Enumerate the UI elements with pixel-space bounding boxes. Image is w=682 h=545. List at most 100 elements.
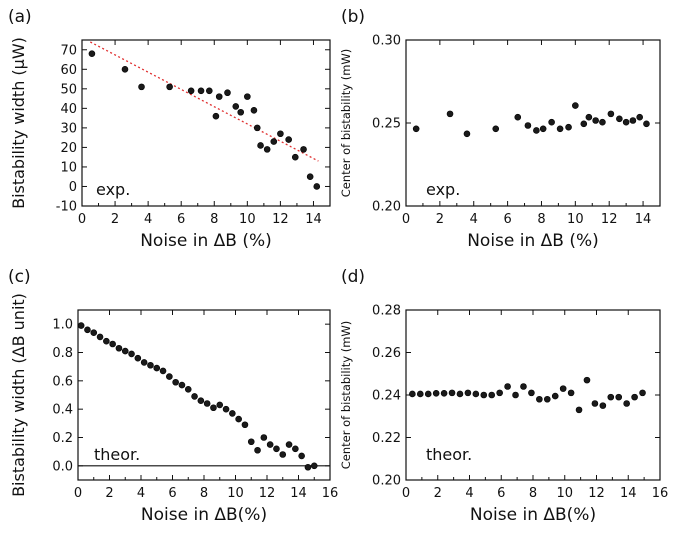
data-point — [247, 438, 255, 446]
y-tick-label: 0.6 — [52, 374, 73, 389]
data-point — [524, 122, 532, 129]
data-point — [548, 118, 555, 126]
data-point — [520, 383, 527, 390]
data-point — [488, 391, 496, 399]
data-point — [292, 445, 299, 453]
data-point — [631, 393, 638, 401]
x-tick-label: 12 — [259, 486, 276, 501]
data-point — [285, 136, 292, 143]
y-tick-label: 0.0 — [52, 459, 73, 474]
x-tick-label: 12 — [601, 212, 618, 227]
data-point — [533, 127, 540, 134]
data-point — [115, 344, 123, 352]
x-tick-label: 14 — [305, 212, 322, 227]
data-point — [203, 400, 211, 407]
data-point — [147, 361, 154, 369]
data-point — [90, 329, 98, 336]
x-tick-label: 6 — [177, 212, 185, 227]
x-tick-label: 10 — [567, 212, 584, 227]
data-point — [77, 322, 85, 329]
data-point — [121, 65, 129, 73]
data-point — [300, 146, 307, 153]
data-point — [191, 393, 198, 400]
x-tick-label: 0 — [402, 212, 410, 227]
y-tick-label: 40 — [60, 102, 77, 117]
y-tick-label: 0 — [69, 180, 77, 195]
panel-3: (d) 0 2 4 6 8 10 12 14 16 0.20 0.22 0.24 0.26 0.28 Nois… — [339, 267, 668, 525]
data-point — [96, 333, 104, 341]
data-point — [313, 183, 321, 190]
x-tick-label: 0 — [402, 486, 410, 501]
x-tick-label: 8 — [529, 486, 537, 501]
y-tick-label: 0.20 — [372, 200, 401, 215]
data-point — [222, 405, 230, 413]
data-point — [260, 434, 268, 441]
y-tick-label: 0.30 — [372, 34, 401, 49]
data-point — [583, 376, 591, 384]
x-tick-label: 2 — [434, 486, 442, 501]
data-point — [140, 359, 148, 366]
x-tick-label: 10 — [227, 486, 244, 501]
data-point — [184, 386, 192, 393]
x-axis-label: Noise in ΔB(%) — [141, 505, 267, 525]
data-point — [257, 142, 264, 149]
data-point — [216, 401, 224, 409]
plot-frame — [81, 39, 331, 207]
data-point — [241, 421, 249, 429]
data-point — [643, 120, 650, 128]
x-tick-label: 6 — [503, 212, 511, 227]
data-point — [446, 110, 454, 118]
x-tick-label: 14 — [620, 486, 637, 501]
y-tick-label: 0.24 — [372, 389, 401, 404]
data-point — [215, 93, 223, 100]
data-point — [197, 87, 205, 95]
x-tick-label: 10 — [239, 212, 256, 227]
data-point — [159, 367, 167, 375]
data-point — [178, 381, 186, 389]
data-point — [172, 378, 179, 386]
data-point — [84, 326, 91, 334]
data-point — [607, 393, 615, 401]
data-point — [432, 389, 440, 397]
panel-label: (d) — [341, 267, 365, 287]
data-point — [412, 125, 420, 133]
annotation-label: exp. — [96, 180, 130, 199]
data-point — [539, 125, 547, 133]
data-point — [496, 389, 503, 397]
panel-label: (a) — [8, 7, 32, 27]
panel-1: (b) 0 2 4 6 8 10 12 14 0.20 0.25 0.30 Noise in ΔB (%… — [339, 7, 661, 251]
y-tick-label: 10 — [60, 160, 77, 175]
y-axis-label: Center of bistability (mW) — [339, 321, 353, 470]
x-tick-label: 14 — [290, 486, 307, 501]
y-tick-label: 0.8 — [52, 346, 73, 361]
x-tick-label: 16 — [652, 486, 669, 501]
data-point — [134, 354, 142, 362]
data-point — [235, 415, 242, 423]
y-tick-label: 1.0 — [52, 318, 73, 333]
y-tick-label: 0.4 — [52, 403, 73, 418]
data-point — [599, 402, 607, 409]
y-axis-label: Bistability width (ΔB unit) — [9, 293, 28, 497]
data-point — [567, 389, 575, 397]
data-point — [277, 130, 284, 138]
x-axis-label: Noise in ΔB(%) — [470, 505, 596, 525]
data-point — [514, 113, 522, 121]
data-point — [273, 445, 280, 453]
x-tick-label: 0 — [78, 212, 86, 227]
data-point — [536, 395, 543, 403]
x-tick-label: 6 — [497, 486, 505, 501]
panel-label: (c) — [8, 267, 31, 287]
x-tick-label: 0 — [74, 486, 82, 501]
x-tick-label: 14 — [635, 212, 652, 227]
y-axis-label: Center of bistability (mW) — [339, 49, 353, 198]
data-point — [556, 125, 564, 133]
x-tick-label: 2 — [111, 212, 119, 227]
x-tick-label: 12 — [588, 486, 605, 501]
x-axis-label: Noise in ΔB (%) — [140, 231, 272, 251]
y-tick-label: 0.28 — [372, 304, 401, 319]
data-point — [565, 123, 572, 131]
data-point — [528, 389, 535, 397]
data-point — [551, 392, 559, 400]
